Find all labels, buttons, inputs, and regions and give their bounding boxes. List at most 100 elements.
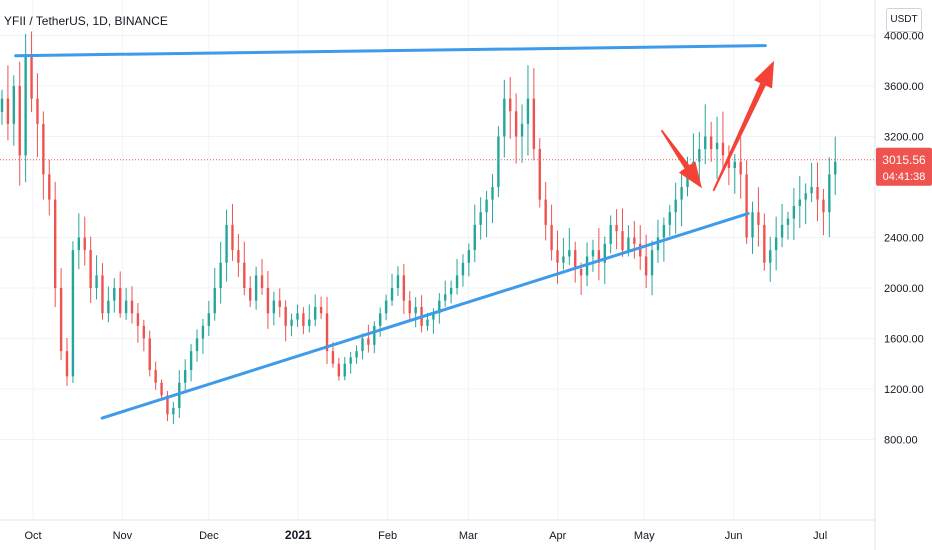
x-tick-label: Jul xyxy=(813,530,827,542)
candle-body xyxy=(816,187,819,200)
candle-body xyxy=(225,224,228,263)
arrow-down xyxy=(660,129,702,189)
candle-body xyxy=(77,237,81,251)
price-tag-box xyxy=(876,147,932,186)
candle-body xyxy=(621,231,624,251)
candle-body xyxy=(154,370,157,383)
candle-body xyxy=(715,142,719,150)
candle-body xyxy=(89,250,92,288)
y-tick-label: 4000.00 xyxy=(884,31,924,43)
candle-body xyxy=(503,98,506,137)
candle-body xyxy=(834,161,837,175)
candle-body xyxy=(6,98,10,124)
candle-body xyxy=(178,382,181,408)
candle-body xyxy=(254,275,258,301)
candle-body xyxy=(30,54,33,99)
candle-body xyxy=(302,313,305,326)
arrow-up xyxy=(712,60,774,192)
candle-body xyxy=(219,262,222,288)
candle-body xyxy=(18,86,21,156)
candle-body xyxy=(810,187,813,194)
candle-body xyxy=(544,199,547,225)
candle-body xyxy=(780,224,784,238)
candle-body xyxy=(136,313,140,326)
candle-body xyxy=(325,313,329,352)
candle-body xyxy=(201,325,205,339)
candle-body xyxy=(674,199,677,213)
candle-body xyxy=(745,174,748,238)
candle-body xyxy=(650,250,654,276)
time-axis[interactable]: Oct Nov Dec 2021 Feb Mar Apr May Jun Jul xyxy=(24,528,827,542)
candle-body xyxy=(556,250,559,263)
candle-body xyxy=(379,313,382,326)
candle-body xyxy=(355,351,358,358)
candle-body xyxy=(479,212,482,225)
candle-body xyxy=(124,300,128,314)
x-tick-label: Dec xyxy=(199,530,219,542)
candle-body xyxy=(574,250,577,270)
trendline-resistance xyxy=(14,44,767,58)
candle-body xyxy=(804,193,807,200)
candle-body xyxy=(426,319,429,326)
price-axis[interactable]: 4400.004000.003600.003200.002400.002000.… xyxy=(884,0,924,447)
candle-body xyxy=(183,370,187,383)
candle-body xyxy=(792,205,796,219)
trendline-support xyxy=(100,212,750,420)
candle-body xyxy=(455,275,459,288)
candle-body xyxy=(24,54,27,156)
y-tick-label: 1600.00 xyxy=(884,334,924,346)
drawings[interactable] xyxy=(14,44,774,420)
candle-body xyxy=(432,313,435,320)
candle-body xyxy=(53,199,57,288)
candle-body xyxy=(603,243,606,263)
candle-body xyxy=(473,224,476,251)
y-tick-label: 3200.00 xyxy=(884,132,924,144)
candle-body xyxy=(485,199,488,213)
candle-body xyxy=(438,300,441,314)
y-tick-label: 800.00 xyxy=(884,435,918,447)
x-tick-label: Feb xyxy=(378,530,397,542)
candle-body xyxy=(160,382,163,396)
candle-body xyxy=(704,136,707,150)
candle-body xyxy=(42,123,45,175)
candle-body xyxy=(107,300,110,314)
candle-body xyxy=(48,174,51,200)
candle-body xyxy=(491,187,494,200)
candle-body xyxy=(798,199,801,206)
symbol-title[interactable]: YFII / TetherUS, 1D, BINANCE xyxy=(4,14,168,28)
x-tick-label: Apr xyxy=(549,530,566,542)
candle-body xyxy=(396,275,400,288)
candle-body xyxy=(337,363,341,377)
candle-body xyxy=(727,155,731,169)
candle-body xyxy=(408,300,411,314)
candle-body xyxy=(644,256,648,276)
candle-body xyxy=(461,262,465,276)
candle-body xyxy=(786,218,790,225)
candle-body xyxy=(698,149,701,162)
candle-body xyxy=(444,294,447,301)
candle-body xyxy=(538,149,541,200)
currency-button[interactable]: USDT xyxy=(886,8,922,32)
candle-body xyxy=(260,275,264,288)
candle-body xyxy=(243,262,246,288)
candle-body xyxy=(662,224,666,238)
candle-body xyxy=(627,237,630,251)
y-tick-label: 2400.00 xyxy=(884,233,924,245)
candle-body xyxy=(249,288,252,301)
x-tick-label: May xyxy=(634,530,655,542)
candle-body xyxy=(130,300,134,314)
y-tick-label: 3600.00 xyxy=(884,81,924,93)
candle-body xyxy=(822,199,825,213)
candle-body xyxy=(763,224,766,263)
candle-body xyxy=(101,275,104,314)
candle-body xyxy=(449,288,453,295)
candle-body xyxy=(757,212,760,225)
candle-body xyxy=(467,250,471,263)
candle-body xyxy=(633,237,636,244)
candle-body xyxy=(331,351,335,364)
candle-body xyxy=(195,338,199,352)
candle-body xyxy=(148,338,151,371)
candle-body xyxy=(639,243,642,257)
candle-body xyxy=(680,187,683,200)
